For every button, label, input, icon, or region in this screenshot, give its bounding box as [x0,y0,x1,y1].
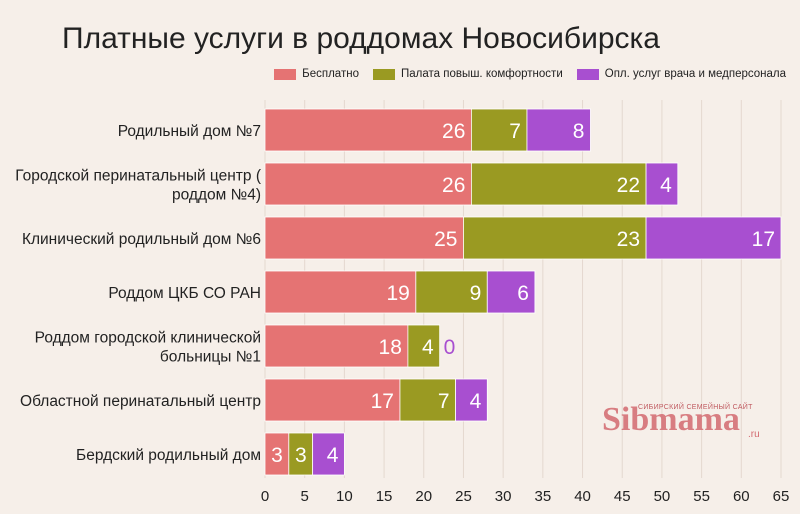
legend-item-paid-staff: Опл. услуг врача и медперсонала [576,68,786,80]
bar-segment [463,216,647,260]
legend-swatch-free [274,68,297,80]
bar-value-label: 19 [386,282,409,305]
bar-value-label: 4 [422,336,434,359]
bar-segment [470,162,647,206]
bar-segment [264,162,472,206]
bar-value-label: 3 [271,444,283,467]
x-tick-label: 20 [415,488,432,505]
legend-item-free: Бесплатно [274,68,359,80]
bar-segment [645,216,782,260]
x-tick-label: 35 [535,488,552,505]
x-tick-label: 5 [301,488,309,505]
legend-swatch-comfort-room [372,68,395,80]
category-label: Родильный дом №7 [118,123,261,140]
bar-segment [526,108,591,152]
legend-swatch-paid-staff [576,68,599,80]
bar-segment [407,324,441,368]
bar-value-label: 4 [470,390,482,413]
x-tick-label: 50 [654,488,671,505]
bar-value-label: 9 [470,282,482,305]
bar-value-label: 23 [617,228,640,251]
bar-segment [264,324,409,368]
bar-segment [264,378,401,422]
x-tick-label: 25 [455,488,472,505]
legend-label-paid-staff: Опл. услуг врача и медперсонала [604,68,786,80]
bar-value-label: 8 [573,120,585,143]
bar-segment [312,432,345,476]
category-label: Роддом городской клинической [35,330,261,347]
bar-value-label: 26 [442,174,465,197]
category-label: роддом №4) [172,187,261,204]
legend-label-comfort-room: Палата повыш. комфортности [400,68,563,80]
bar-value-label: 4 [327,444,339,467]
category-label: Клинический родильный дом №6 [22,231,261,248]
chart-title: Платные услуги в роддомах Новосибирска [62,22,660,55]
bar-segment [470,108,528,152]
bar-value-label: 17 [371,390,394,413]
bar-value-label: 17 [752,228,775,251]
bar-segment [264,216,464,260]
bar-value-label: 0 [444,336,456,359]
x-tick-label: 10 [336,488,353,505]
legend-item-comfort-room: Палата повыш. комфортности [372,68,563,80]
bar-segment [264,108,472,152]
bar-value-label: 25 [434,228,457,251]
x-tick-label: 55 [693,488,710,505]
bar-value-label: 22 [617,174,640,197]
category-label: Областной перинатальный центр [20,393,261,410]
bar-value-label: 7 [438,390,450,413]
bar-segment [486,270,536,314]
x-tick-label: 60 [733,488,750,505]
bar-value-label: 6 [517,282,529,305]
x-tick-label: 45 [614,488,631,505]
category-label: Бердский родильный дом [76,447,261,464]
x-tick-label: 15 [376,488,393,505]
x-tick-label: 40 [574,488,591,505]
x-tick-label: 30 [495,488,512,505]
bar-value-label: 7 [509,120,521,143]
bar-value-label: 4 [660,174,672,197]
category-label: больницы №1 [160,349,261,366]
bar-value-label: 26 [442,120,465,143]
bar-value-label: 3 [295,444,307,467]
bar-segment [455,378,488,422]
category-label: Роддом ЦКБ СО РАН [108,285,261,302]
x-tick-label: 65 [773,488,790,505]
bar-segment [264,270,417,314]
category-label: Городской перинатальный центр ( [15,168,262,185]
x-tick-label: 0 [261,488,269,505]
bar-value-label: 18 [379,336,402,359]
legend: Бесплатно Палата повыш. комфортности Опл… [274,68,786,80]
bar-segment [415,270,488,314]
bar-segment [645,162,679,206]
legend-label-free: Бесплатно [302,68,359,80]
bar-segment [399,378,456,422]
